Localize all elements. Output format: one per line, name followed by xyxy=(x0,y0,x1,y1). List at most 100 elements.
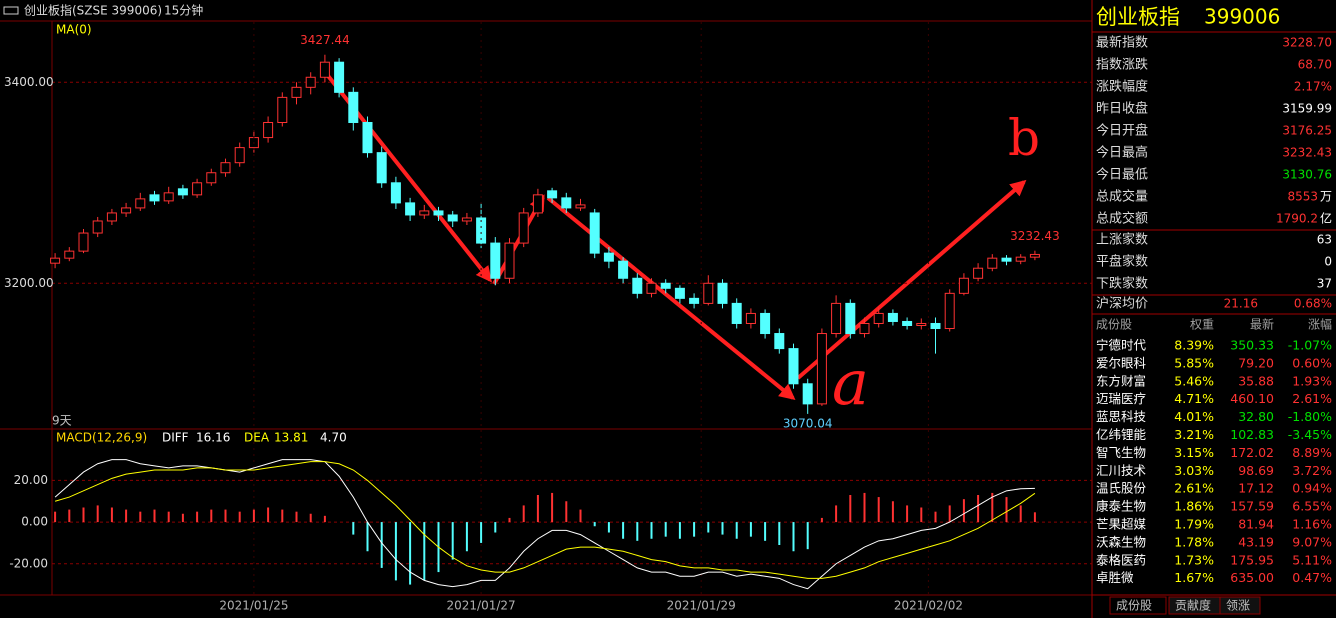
constituent-cell: 4.71% xyxy=(1174,391,1214,406)
constituent-cell: 8.39% xyxy=(1174,338,1214,353)
constituent-cell[interactable]: 东方财富 xyxy=(1096,373,1146,388)
constituent-cell[interactable]: 迈瑞医疗 xyxy=(1096,391,1146,406)
legend-name: DEA xyxy=(244,431,270,445)
candle-body xyxy=(305,76,316,88)
candle-body xyxy=(405,202,416,216)
candle-body xyxy=(788,348,799,385)
column-header[interactable]: 权重 xyxy=(1190,318,1214,332)
candle-body xyxy=(504,242,515,279)
quote-label: 今日最高 xyxy=(1096,145,1148,161)
candle-body xyxy=(831,302,842,335)
constituent-cell[interactable]: 智飞生物 xyxy=(1096,445,1146,460)
constituent-cell[interactable]: 泰格医药 xyxy=(1096,552,1146,567)
quote-value: 8553 xyxy=(1287,190,1318,204)
candle-body xyxy=(78,232,89,252)
quote-unit: 亿 xyxy=(1320,211,1332,226)
constituent-cell[interactable]: 沃森生物 xyxy=(1096,534,1146,549)
tab[interactable] xyxy=(1219,596,1261,615)
high-label: 3427.44 xyxy=(300,33,350,47)
constituent-cell: -3.45% xyxy=(1288,427,1332,442)
candle-body xyxy=(532,194,543,214)
candle-body xyxy=(689,297,700,304)
quote-label: 今日最低 xyxy=(1096,167,1148,183)
annotation: b xyxy=(1008,109,1040,167)
candle-body xyxy=(660,282,671,289)
legend-value: 4.70 xyxy=(320,431,347,445)
constituent-cell: 1.73% xyxy=(1174,552,1214,567)
candle-body xyxy=(50,257,61,264)
tab[interactable] xyxy=(1109,596,1167,615)
candle-body xyxy=(717,282,728,304)
breadth-value: 0 xyxy=(1324,255,1332,269)
constituent-cell: -1.80% xyxy=(1288,409,1332,424)
constituent-cell: 5.11% xyxy=(1292,552,1332,567)
candle-body xyxy=(944,292,955,330)
constituent-cell[interactable]: 温氏股份 xyxy=(1096,481,1147,496)
candle-body xyxy=(106,212,117,222)
quote-unit: 万 xyxy=(1320,190,1332,204)
constituent-cell[interactable]: 亿纬锂能 xyxy=(1096,427,1147,442)
constituent-cell[interactable]: 宁德时代 xyxy=(1096,338,1147,353)
tab-label[interactable]: 领涨 xyxy=(1226,598,1250,613)
constituent-cell: 460.10 xyxy=(1230,391,1274,406)
breadth-label: 平盘家数 xyxy=(1096,254,1148,270)
constituent-cell: 43.19 xyxy=(1238,534,1274,549)
candle-body xyxy=(319,61,330,78)
candle-body xyxy=(930,322,941,330)
candle-body xyxy=(64,250,75,259)
constituent-cell[interactable]: 爱尔眼科 xyxy=(1096,355,1147,370)
quote-value: 3228.70 xyxy=(1282,36,1332,50)
constituent-cell[interactable]: 蓝思科技 xyxy=(1096,409,1147,424)
quote-value: 68.70 xyxy=(1298,58,1332,72)
chart-title: 创业板指(SZSE 399006) xyxy=(24,3,162,18)
candle-body xyxy=(632,277,643,294)
arrow xyxy=(546,196,796,401)
tab-label[interactable]: 贡献度 xyxy=(1175,598,1211,613)
constituent-cell: 635.00 xyxy=(1230,570,1274,585)
legend-value: 13.81 xyxy=(274,431,308,445)
candle-body xyxy=(234,147,245,164)
x-tick-label: 2021/02/02 xyxy=(894,599,963,613)
constituent-cell[interactable]: 汇川技术 xyxy=(1096,463,1147,478)
x-tick-label: 2021/01/25 xyxy=(219,599,288,613)
x-tick-label: 2021/01/27 xyxy=(447,599,516,613)
y-tick-label: 0.00 xyxy=(21,515,48,529)
constituent-cell[interactable]: 芒果超媒 xyxy=(1096,517,1147,532)
candle-body xyxy=(206,172,217,184)
constituent-cell[interactable]: 卓胜微 xyxy=(1096,570,1134,585)
candle-body xyxy=(589,212,600,254)
column-header[interactable]: 成份股 xyxy=(1096,318,1132,332)
candle-body xyxy=(163,192,174,202)
candle-body xyxy=(461,217,472,222)
icon[interactable] xyxy=(3,6,19,15)
breadth-value: 63 xyxy=(1317,233,1332,247)
candle-body xyxy=(1015,256,1026,262)
candle-body xyxy=(376,152,387,184)
period[interactable]: 15分钟 xyxy=(164,3,203,18)
y-tick-label: 20.00 xyxy=(14,473,48,487)
candle-body xyxy=(603,252,614,262)
constituent-cell: 1.93% xyxy=(1292,373,1332,388)
constituent-cell: 4.01% xyxy=(1174,409,1214,424)
candle-body xyxy=(348,91,359,123)
column-header[interactable]: 涨幅 xyxy=(1308,317,1332,332)
column-header[interactable]: 最新 xyxy=(1250,317,1274,332)
constituent-cell: -1.07% xyxy=(1288,338,1332,353)
candle-body xyxy=(121,207,132,214)
constituent-cell: 3.03% xyxy=(1174,463,1214,478)
tab-label[interactable]: 成份股 xyxy=(1116,599,1152,613)
last-high-label: 3232.43 xyxy=(1010,229,1060,243)
macd-legend[interactable]: MACD(12,26,9) xyxy=(56,431,147,445)
breadth-label: 上涨家数 xyxy=(1096,232,1148,248)
candle-body xyxy=(433,210,444,216)
ma-label[interactable]: MA(0) xyxy=(56,23,92,37)
constituent-cell: 0.94% xyxy=(1292,481,1332,496)
legend-name: DIFF xyxy=(162,431,189,445)
quote-label: 总成交量 xyxy=(1096,189,1148,205)
quote-value: 3130.76 xyxy=(1282,168,1332,182)
constituent-cell: 1.67% xyxy=(1174,570,1214,585)
constituent-cell[interactable]: 康泰生物 xyxy=(1096,499,1146,514)
candle-body xyxy=(1001,257,1012,262)
average-label: 沪深均价 xyxy=(1096,296,1148,312)
candle-body xyxy=(334,61,345,93)
